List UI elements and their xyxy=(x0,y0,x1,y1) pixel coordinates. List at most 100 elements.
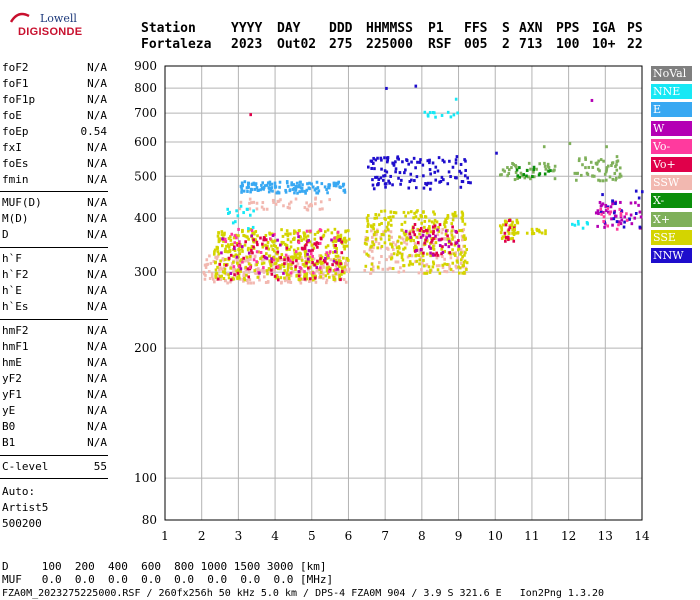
echo-point-ssw xyxy=(405,242,409,246)
echo-point-e xyxy=(336,182,340,186)
echo-point-ssw xyxy=(375,228,379,232)
echo-point-sse xyxy=(403,246,407,250)
echo-point-sse xyxy=(322,233,326,237)
echo-point-ssw xyxy=(452,228,455,232)
echo-point-voplus xyxy=(507,238,510,242)
echo-point-xplus xyxy=(578,157,581,161)
echo-point-sse xyxy=(327,256,330,260)
echo-point-sse xyxy=(264,243,267,247)
param-row-hme: hmE N/A xyxy=(2,355,107,371)
echo-point-nnw xyxy=(396,156,399,160)
echo-point-sse xyxy=(380,209,383,213)
echo-point-sse xyxy=(223,267,227,271)
param-name: fxI xyxy=(2,141,22,154)
echo-point-xplus xyxy=(586,172,590,176)
echo-point-sse xyxy=(334,254,338,258)
echo-point-ssw xyxy=(288,206,291,210)
echo-point-xplus xyxy=(514,170,518,174)
echo-point-voplus xyxy=(507,228,511,232)
param-name: yF1 xyxy=(2,388,22,401)
echo-point-sse xyxy=(420,221,423,225)
echo-point-sse xyxy=(415,210,418,214)
echo-point-sse xyxy=(293,229,296,233)
echo-point-voplus xyxy=(436,253,439,257)
echo-point-w xyxy=(306,252,309,256)
echo-point-sse xyxy=(267,247,271,251)
echo-point-sse xyxy=(321,235,325,239)
echo-point-sse xyxy=(304,252,307,256)
echo-point-nnw xyxy=(634,211,638,215)
param-value: 55 xyxy=(93,460,107,473)
echo-point-e xyxy=(342,189,346,193)
param-value: N/A xyxy=(87,300,107,313)
echo-point-sse xyxy=(228,249,232,253)
param-row-clevel: C-level 55 xyxy=(2,459,107,475)
echo-point-sse xyxy=(450,233,454,237)
echo-point-ssw xyxy=(434,237,438,241)
echo-point-voplus xyxy=(408,232,412,236)
echo-point-ssw xyxy=(289,200,293,204)
echo-point-sse xyxy=(508,224,512,228)
echo-point-sse xyxy=(450,222,454,226)
echo-point-xplus xyxy=(515,165,518,169)
param-value: N/A xyxy=(87,141,107,154)
echo-point-sse xyxy=(407,237,411,241)
legend-item-noval: NoVal xyxy=(651,66,692,81)
echo-point-e xyxy=(270,186,274,190)
echo-point-sse xyxy=(238,252,242,256)
echo-point-sse xyxy=(269,264,273,268)
echo-point-vominus xyxy=(606,224,610,228)
echo-point-e xyxy=(240,185,243,189)
echo-point-sse xyxy=(457,265,460,269)
echo-point-ssw xyxy=(344,280,348,284)
echo-point-sse xyxy=(281,234,285,238)
echo-point-sse xyxy=(400,228,403,232)
echo-point-voplus xyxy=(508,226,512,230)
echo-point-sse xyxy=(430,236,433,240)
echo-point-ssw xyxy=(288,265,291,269)
echo-point-vominus xyxy=(599,207,603,211)
echo-point-voplus xyxy=(229,278,233,282)
echo-point-sse xyxy=(296,252,300,256)
echo-point-sse xyxy=(269,262,272,266)
echo-point-sse xyxy=(237,255,240,259)
param-row-yf2: yF2 N/A xyxy=(2,371,107,387)
echo-point-ssw xyxy=(305,207,309,211)
echo-point-sse xyxy=(438,271,442,275)
echo-point-w xyxy=(438,244,442,248)
echo-point-voplus xyxy=(303,277,307,281)
echo-point-voplus xyxy=(275,265,278,269)
echo-point-vominus xyxy=(625,212,628,216)
param-row-foep: foEp 0.54 xyxy=(2,124,107,140)
echo-point-e xyxy=(306,182,309,186)
echo-point-nnw xyxy=(400,178,403,182)
echo-point-sse xyxy=(223,250,227,254)
x-tick-label: 2 xyxy=(198,529,206,543)
echo-point-nnw xyxy=(414,166,417,170)
echo-point-xplus xyxy=(619,174,623,178)
echo-point-voplus xyxy=(313,242,317,246)
echo-point-ssw xyxy=(344,268,348,272)
echo-point-sse xyxy=(437,225,440,229)
echo-point-nnw xyxy=(410,178,413,182)
echo-point-ssw xyxy=(238,207,242,211)
param-name: foF2 xyxy=(2,61,29,74)
echo-point-sse xyxy=(250,244,254,248)
echo-point-ssw xyxy=(416,248,420,252)
echo-point-e xyxy=(254,182,258,186)
echo-point-ssw xyxy=(253,255,257,259)
echo-point-w xyxy=(604,209,608,213)
echo-point-xplus xyxy=(596,167,600,171)
echo-point-sse xyxy=(221,244,224,248)
echo-point-ssw xyxy=(451,269,455,273)
echo-point-nnw xyxy=(399,182,402,186)
echo-point-sse xyxy=(305,274,308,278)
echo-point-nnw xyxy=(459,162,463,166)
echo-point-ssw xyxy=(294,197,298,201)
echo-point-sse xyxy=(530,227,534,231)
echo-point-xplus xyxy=(608,175,612,179)
echo-point-xplus xyxy=(516,176,519,180)
echo-point-w xyxy=(444,243,447,247)
echo-point-nnw xyxy=(385,170,389,174)
echo-point-e xyxy=(308,181,311,185)
